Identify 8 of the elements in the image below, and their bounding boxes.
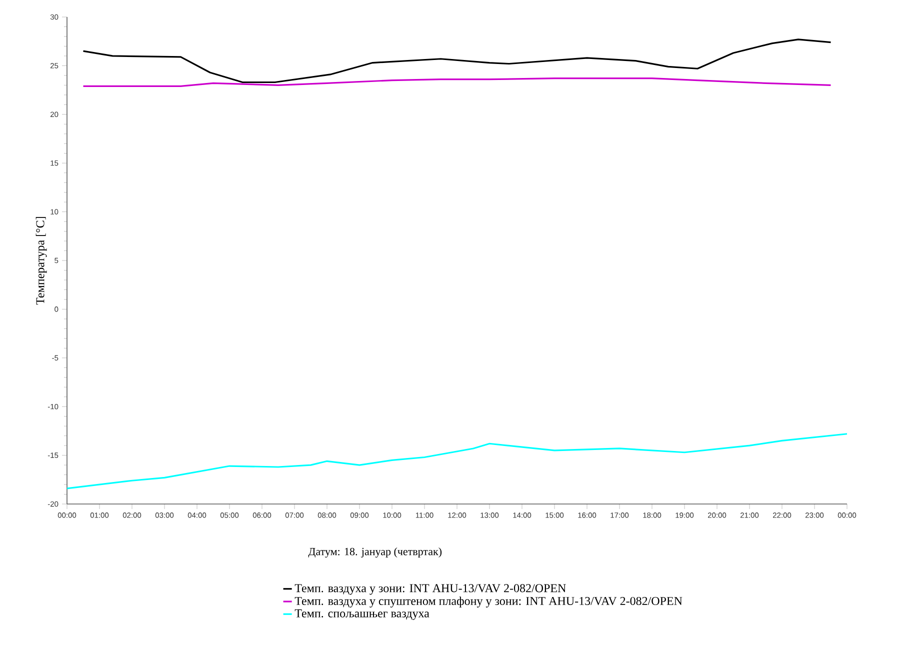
line-series [82,38,832,84]
line-series [82,78,832,87]
line-series [67,433,848,490]
y-axis-title: Температура [°C] [36,217,47,305]
legend-label: Темп. ваздуха у спуштеном плафону у зони: INT AHU-13/VAV 2-082/OPEN [294,596,682,608]
x-axis-title: Датум: 18. јануар (четвртак) [308,548,442,558]
legend-label: Темп. ваздуха у зони: INT AHU-13/VAV 2-082/OPEN [294,584,566,595]
legend-label: Темп. спољашњег ваздуха [294,609,430,620]
